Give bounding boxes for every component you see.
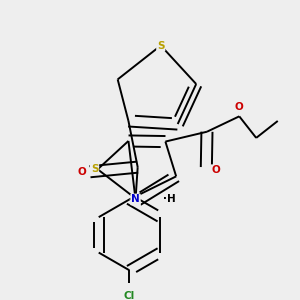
Text: O: O [78,167,87,177]
Text: O: O [211,165,220,175]
Text: O: O [235,102,244,112]
Text: N: N [131,194,140,205]
Text: S: S [91,164,98,174]
Text: S: S [157,40,164,50]
Text: Cl: Cl [124,291,135,300]
Text: ·H: ·H [163,194,176,205]
